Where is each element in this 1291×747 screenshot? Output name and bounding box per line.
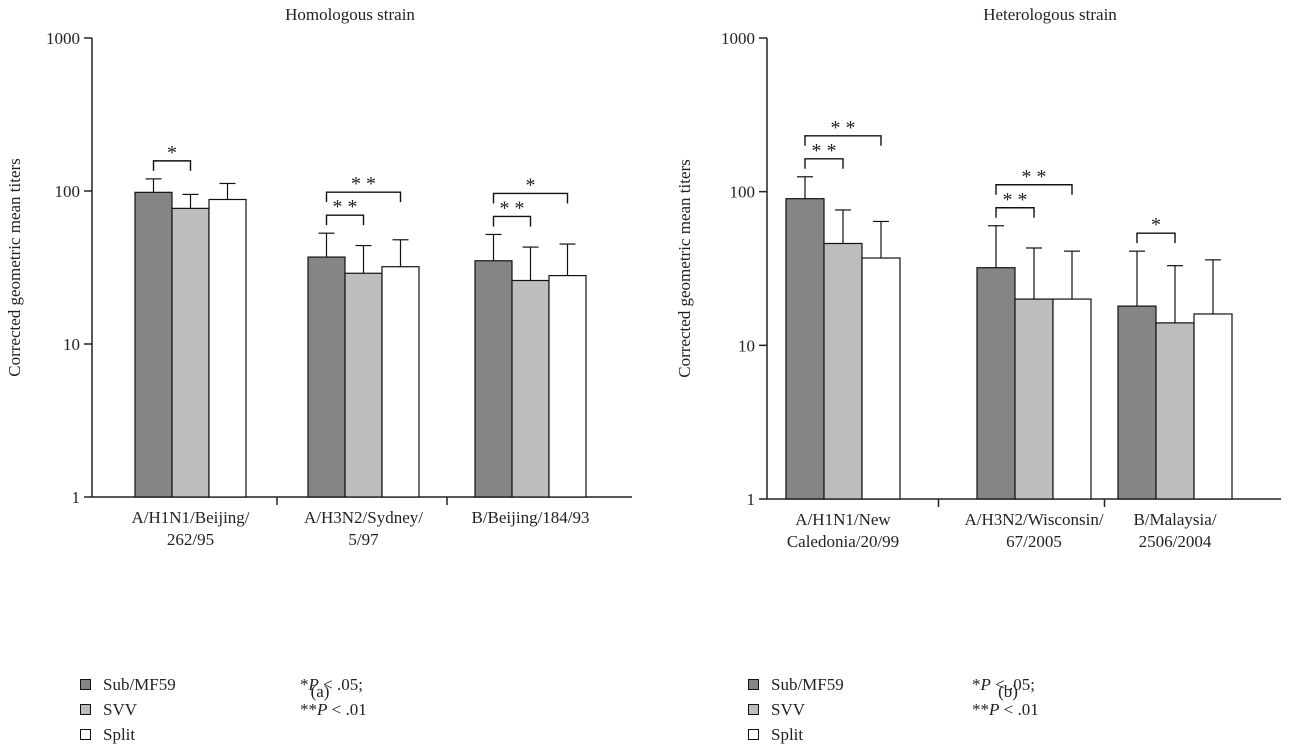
legend-item: Sub/MF59	[80, 672, 176, 697]
significance-label: * *	[1003, 189, 1028, 211]
y-tick-label: 10	[63, 335, 80, 354]
y-tick-label: 10	[738, 336, 755, 355]
significance-bracket	[995, 207, 1035, 218]
bar	[548, 274, 587, 498]
legend-label: Sub/MF59	[103, 675, 176, 694]
p01-rest: < .01	[327, 700, 367, 719]
y-tick-label: 100	[730, 183, 756, 202]
x-tick-label: B/Malaysia/	[1133, 510, 1216, 529]
p05-rest: < .05;	[318, 675, 363, 694]
legend-swatch	[80, 729, 91, 740]
x-tick-label: Caledonia/20/99	[787, 532, 899, 551]
significance-bracket	[1136, 232, 1176, 244]
significance-label: *	[526, 174, 536, 196]
bar	[1052, 298, 1092, 500]
legend: Sub/MF59 SVV Split	[80, 672, 176, 747]
bar	[307, 256, 346, 498]
significance-label: *	[1151, 214, 1161, 236]
x-tick-label: 2506/2004	[1139, 532, 1212, 551]
significance-label: * *	[1022, 166, 1047, 188]
legend-label: Sub/MF59	[771, 675, 844, 694]
bar	[134, 191, 173, 498]
significance-label: *	[167, 142, 177, 164]
x-tick-label: B/Beijing/184/93	[471, 508, 589, 527]
y-tick-label: 1000	[721, 29, 755, 48]
bar	[208, 198, 247, 498]
y-tick-label: 1000	[46, 29, 80, 48]
significance-bracket	[804, 135, 882, 146]
x-tick-label: 262/95	[167, 530, 214, 549]
bar	[511, 279, 550, 498]
y-tick-label: 100	[55, 182, 81, 201]
significance-label: * *	[351, 173, 376, 195]
legend-swatch	[80, 679, 91, 690]
significance-label: * *	[831, 117, 856, 139]
legend-item: SVV	[748, 697, 844, 722]
legend-item: Split	[80, 722, 176, 747]
p01-stars: **	[300, 700, 317, 719]
bar	[381, 266, 420, 498]
bar	[1014, 298, 1054, 500]
significance-label: * *	[500, 197, 525, 219]
p05-p: P	[308, 675, 319, 694]
legend-label: SVV	[103, 700, 138, 719]
bar	[861, 257, 901, 500]
p05-p: P	[980, 675, 991, 694]
legend-label: Split	[771, 725, 804, 744]
bar	[1155, 322, 1195, 500]
significance-bracket	[804, 158, 844, 169]
bar	[474, 260, 513, 498]
legend-item: Sub/MF59	[748, 672, 844, 697]
p01-rest: < .01	[999, 700, 1039, 719]
significance-bracket	[492, 192, 569, 204]
p01-p: P	[317, 700, 328, 719]
legend-swatch	[748, 704, 759, 715]
chart-title: Heterologous strain	[983, 5, 1117, 24]
legend: Sub/MF59 SVV Split	[748, 672, 844, 747]
significance-label: * *	[333, 196, 358, 218]
chart-panel-a: Homologous strain Corrected geometric mea…	[5, 5, 632, 549]
p05-rest: < .05;	[990, 675, 1035, 694]
bar	[976, 267, 1016, 500]
significance-bracket	[325, 214, 365, 226]
significance-label: * *	[812, 140, 837, 162]
y-axis-label: Corrected geometric mean titers	[675, 159, 694, 378]
legend-item: SVV	[80, 697, 176, 722]
x-tick-label: A/H3N2/Wisconsin/	[964, 510, 1103, 529]
p01-stars: **	[972, 700, 989, 719]
p05-stars: *	[300, 675, 309, 694]
bar	[785, 198, 825, 500]
y-axis-label: Corrected geometric mean titers	[5, 158, 24, 377]
panel-caption: (b)	[998, 682, 1018, 701]
bar	[823, 242, 863, 500]
bar	[171, 207, 210, 498]
chart-title: Homologous strain	[285, 5, 415, 24]
significance-bracket	[995, 184, 1073, 195]
bar	[1193, 313, 1233, 500]
significance-bracket	[325, 191, 402, 203]
p05-stars: *	[972, 675, 981, 694]
legend-label: Split	[103, 725, 136, 744]
significance-bracket	[152, 160, 192, 171]
bar	[344, 272, 383, 498]
legend-label: SVV	[771, 700, 806, 719]
x-tick-label: 67/2005	[1006, 532, 1062, 551]
significance-bracket	[492, 215, 532, 227]
panel-caption: (a)	[310, 682, 330, 701]
legend-swatch	[80, 704, 91, 715]
x-tick-label: A/H1N1/New	[795, 510, 891, 529]
y-tick-label: 1	[747, 490, 756, 509]
chart-panel-b: Heterologous strain Corrected geometric m…	[675, 5, 1281, 551]
legend-item: Split	[748, 722, 844, 747]
x-tick-label: 5/97	[348, 530, 379, 549]
p01-p: P	[989, 700, 1000, 719]
legend-swatch	[748, 679, 759, 690]
legend-swatch	[748, 729, 759, 740]
x-tick-label: A/H1N1/Beijing/	[131, 508, 249, 527]
y-tick-label: 1	[72, 488, 81, 507]
bar	[1117, 305, 1157, 500]
x-tick-label: A/H3N2/Sydney/	[304, 508, 423, 527]
